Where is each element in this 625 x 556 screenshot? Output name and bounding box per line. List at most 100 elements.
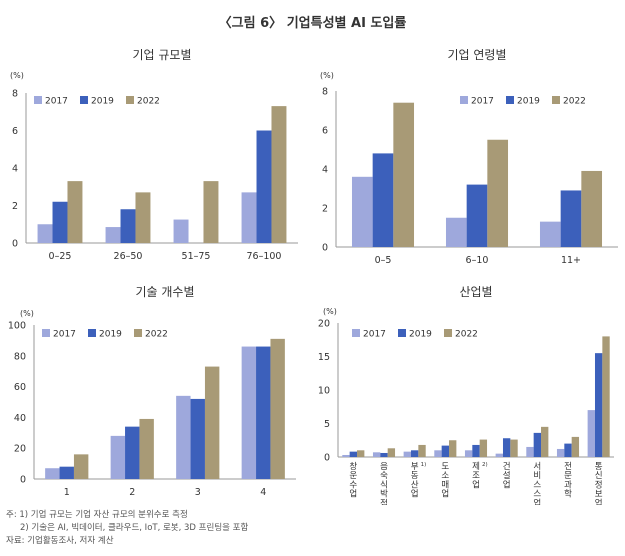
chart-1: 기업 규모별 (%) 0 2 4 6 8 0–25 26–50 51–75 76–100 2017 20… [10,48,298,262]
chart-3: 기술 개수별 (%) 0 20 40 60 80 100 1 2 3 4 2017 2019 2022 [8,285,296,498]
y-unit-label: (%) [20,309,34,318]
y-tick-label: 60 [14,382,26,393]
bar-2017 [434,450,442,457]
x-tick-label: 3 [195,487,201,498]
bar-2017 [176,395,191,479]
y-tick-label: 100 [8,321,26,332]
y-tick-label: 0 [12,239,18,250]
bar-2019 [410,450,419,457]
legend-label: 2017 [45,97,68,107]
legend-label: 2017 [363,330,386,340]
legend-label: 2019 [517,97,540,107]
legend-label: 2022 [455,330,478,340]
y-tick-label: 20 [14,444,26,455]
bar-2022 [510,439,518,457]
legend-label: 2019 [409,330,432,340]
footnote-1: 주: 1) 기업 규모는 기업 자산 규모의 분위수로 측정 [6,510,188,520]
x-tick-label: 4 [260,487,266,498]
bar-2017 [526,446,534,457]
bar-2022 [449,440,457,457]
bar-2019 [533,432,542,457]
bar-2022 [487,139,509,247]
bar-2022 [479,439,488,457]
chart-title: 기술 개수별 [135,285,194,299]
y-unit-label: (%) [10,71,24,80]
bar-2022 [270,338,285,479]
y-tick-label: 2 [322,204,328,215]
y-tick-label: 15 [318,352,330,363]
y-tick-label: 5 [324,419,330,430]
bar-2022 [203,181,219,243]
y-tick-label: 2 [12,201,18,212]
x-tick-label: 26–50 [114,251,143,262]
bar-2017 [342,454,350,457]
footnote-2: 2) 기술은 AI, 빅데이터, 클라우드, IoT, 로봇, 3D 프린팅을 … [20,523,249,533]
bar-2022 [73,454,89,479]
bar-2019 [125,426,140,479]
bar-2022 [204,366,220,479]
bar-2022 [393,102,415,247]
y-unit-label: (%) [320,71,334,80]
bar-2019 [502,438,511,457]
chart-title: 기업 규모별 [132,48,191,62]
footnotes: 주: 1) 기업 규모는 기업 자산 규모의 분위수로 측정 2) 기술은 AI… [6,509,248,548]
y-tick-label: 8 [12,89,18,100]
chart-title: 산업별 [459,285,492,299]
legend-label: 2022 [137,97,160,107]
y-tick-label: 4 [12,164,18,175]
bar-2022 [571,436,580,457]
bar-2017 [464,450,473,457]
x-tick-label: 0–25 [49,251,72,262]
legend-swatch-2019 [88,329,96,337]
bar-2019 [594,353,603,457]
x-tick-label: 76–100 [247,251,282,262]
bar-2022 [139,418,154,479]
bar-2017 [556,448,565,457]
y-tick-label: 8 [322,87,328,98]
bar-2017 [37,224,53,243]
legend-label: 2022 [563,97,586,107]
x-tick-label: 0–5 [375,255,392,266]
bar-2022 [271,106,287,243]
x-tick-label: 1 [64,487,70,498]
bar-2019 [564,443,572,457]
y-tick-label: 80 [14,351,26,362]
bar-2017 [539,221,561,247]
y-tick-label: 20 [318,319,330,330]
footnote-source: 자료: 기업활동조사, 저자 계산 [6,536,114,546]
y-tick-label: 0 [20,475,26,486]
bar-2019 [472,444,480,457]
bar-2019 [560,190,582,247]
bar-2017 [45,468,60,479]
bar-2017 [495,453,503,457]
bar-2019 [52,201,68,243]
legend-swatch-2019 [398,329,406,337]
bar-2022 [418,444,426,457]
bar-2017 [351,176,373,247]
x-tick-footnote-mark: 1) [421,462,427,468]
legend-label: 2022 [145,330,168,340]
legend-swatch-2022 [126,96,134,104]
x-tick-label: 6–10 [466,255,489,266]
y-tick-label: 6 [12,126,18,137]
bar-2017 [241,192,257,243]
bar-2022 [541,426,549,457]
x-tick-label: 11+ [561,255,581,266]
bar-2017 [445,217,467,247]
bar-2019 [466,184,488,247]
bar-2022 [602,336,610,457]
page-title: 〈그림 6〉 기업특성별 AI 도입률 [218,16,407,31]
legend-swatch-2017 [34,96,42,104]
legend-swatch-2022 [134,329,142,337]
x-tick-footnote-mark: 2) [482,462,488,468]
